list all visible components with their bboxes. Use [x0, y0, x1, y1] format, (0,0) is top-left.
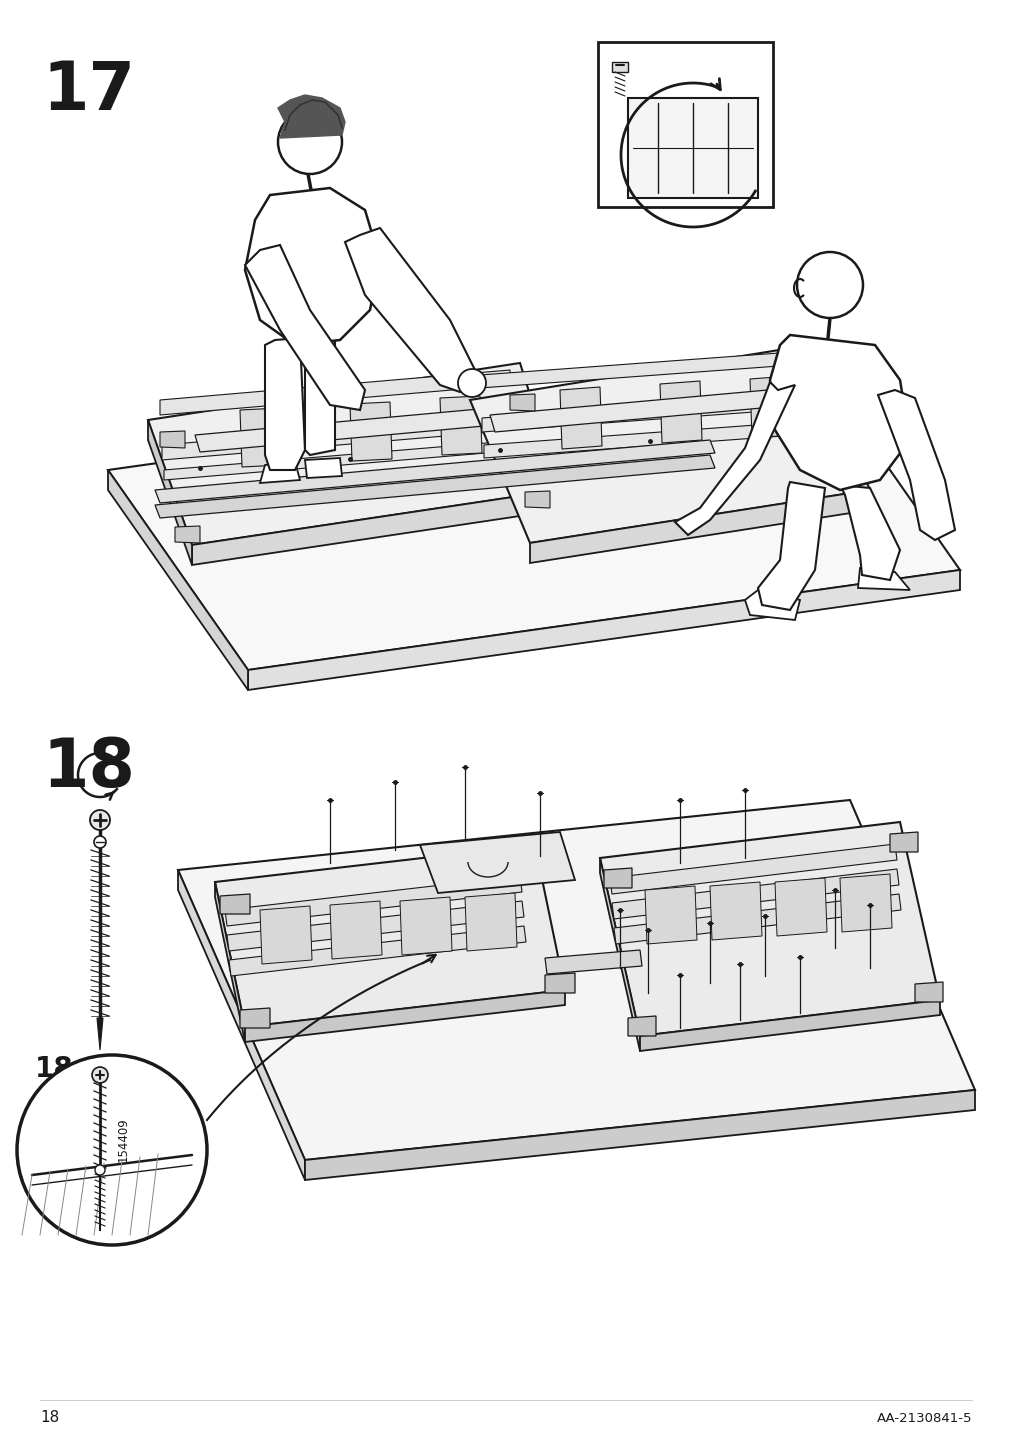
Text: 18: 18	[42, 735, 134, 800]
Polygon shape	[178, 871, 304, 1180]
Polygon shape	[420, 832, 574, 894]
Polygon shape	[545, 972, 574, 992]
Polygon shape	[240, 1008, 270, 1028]
Polygon shape	[612, 869, 898, 919]
Circle shape	[458, 369, 485, 397]
Polygon shape	[278, 95, 345, 137]
Polygon shape	[192, 490, 559, 566]
Polygon shape	[245, 245, 365, 410]
Polygon shape	[399, 896, 452, 955]
Polygon shape	[545, 949, 641, 974]
Polygon shape	[674, 382, 795, 536]
Polygon shape	[160, 431, 185, 448]
Polygon shape	[744, 590, 800, 620]
Polygon shape	[481, 392, 821, 432]
Polygon shape	[345, 228, 479, 392]
Polygon shape	[97, 1018, 103, 1050]
Polygon shape	[610, 843, 896, 894]
Circle shape	[94, 836, 106, 848]
Text: 17: 17	[42, 59, 134, 125]
Polygon shape	[224, 876, 522, 927]
Polygon shape	[240, 408, 282, 467]
Polygon shape	[108, 470, 248, 690]
Polygon shape	[265, 338, 304, 470]
Circle shape	[278, 110, 342, 175]
Polygon shape	[510, 394, 535, 411]
Circle shape	[92, 1067, 108, 1083]
Polygon shape	[330, 901, 381, 959]
Polygon shape	[260, 463, 299, 483]
Polygon shape	[464, 894, 517, 951]
Polygon shape	[160, 369, 510, 415]
Polygon shape	[483, 420, 823, 458]
Polygon shape	[710, 882, 761, 939]
Polygon shape	[219, 894, 250, 914]
Polygon shape	[440, 397, 481, 455]
Polygon shape	[214, 882, 245, 1042]
Polygon shape	[628, 1015, 655, 1035]
Polygon shape	[195, 408, 494, 453]
Polygon shape	[304, 337, 335, 455]
Polygon shape	[226, 901, 524, 951]
Polygon shape	[749, 377, 792, 438]
Polygon shape	[489, 388, 795, 432]
Polygon shape	[639, 1000, 939, 1051]
Polygon shape	[148, 362, 559, 546]
Polygon shape	[644, 886, 697, 944]
Polygon shape	[248, 570, 959, 690]
Polygon shape	[214, 845, 564, 1027]
Polygon shape	[228, 927, 526, 977]
Polygon shape	[600, 822, 939, 1035]
Polygon shape	[162, 415, 516, 460]
Polygon shape	[914, 982, 942, 1002]
Polygon shape	[260, 906, 311, 964]
Text: AA-2130841-5: AA-2130841-5	[876, 1412, 971, 1425]
Polygon shape	[155, 440, 715, 503]
Polygon shape	[155, 455, 715, 518]
Polygon shape	[612, 62, 628, 72]
Circle shape	[797, 252, 862, 318]
Text: 154409: 154409	[117, 1117, 129, 1163]
Polygon shape	[757, 483, 824, 610]
Circle shape	[17, 1055, 207, 1244]
Polygon shape	[889, 832, 917, 852]
Wedge shape	[90, 811, 110, 831]
Polygon shape	[839, 485, 899, 580]
Polygon shape	[350, 402, 391, 461]
Polygon shape	[857, 569, 909, 590]
Polygon shape	[148, 420, 192, 566]
Polygon shape	[604, 868, 632, 888]
Polygon shape	[769, 335, 909, 490]
Polygon shape	[659, 381, 702, 442]
Polygon shape	[525, 861, 554, 881]
Polygon shape	[164, 440, 522, 480]
Polygon shape	[304, 1090, 974, 1180]
Polygon shape	[530, 490, 869, 563]
Bar	[598, 42, 772, 208]
Polygon shape	[245, 990, 564, 1042]
Polygon shape	[614, 894, 900, 944]
Polygon shape	[774, 878, 826, 937]
Polygon shape	[600, 858, 639, 1051]
Text: 18x: 18x	[35, 1055, 91, 1083]
Polygon shape	[178, 800, 974, 1160]
Polygon shape	[469, 345, 869, 543]
Polygon shape	[175, 526, 200, 543]
Polygon shape	[878, 390, 954, 540]
Text: 18: 18	[40, 1411, 60, 1425]
Polygon shape	[525, 491, 549, 508]
Polygon shape	[479, 349, 819, 388]
Polygon shape	[559, 387, 602, 450]
Polygon shape	[839, 874, 891, 932]
Circle shape	[95, 1166, 105, 1176]
Polygon shape	[304, 458, 342, 478]
Polygon shape	[108, 369, 959, 670]
Polygon shape	[628, 97, 757, 198]
Polygon shape	[245, 188, 379, 345]
